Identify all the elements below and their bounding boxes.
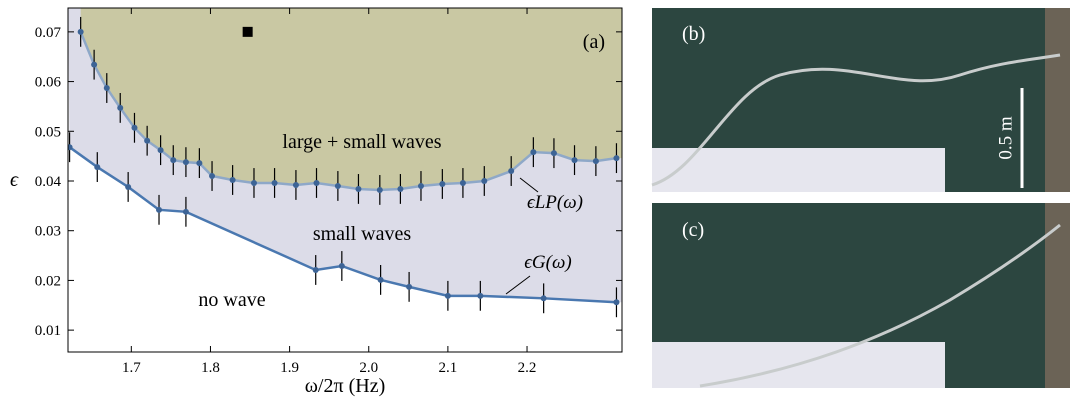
photo-equipment [1045, 203, 1070, 388]
x-tick-label: 1.7 [122, 360, 141, 376]
plot-frame [67, 7, 623, 353]
data-point [376, 186, 383, 193]
panel-label: (c) [682, 219, 704, 241]
annotation-arrow [519, 177, 539, 193]
data-point [439, 180, 446, 187]
data-point [292, 181, 299, 188]
data-point [477, 292, 484, 299]
y-axis-label: ϵ [10, 169, 19, 191]
series-label: ϵLP(ω) [527, 192, 583, 213]
photo-panels: 0.5 m (b) (c) [651, 8, 1070, 388]
chart-panel: 1.7 1.8 1.9 2.0 2.1 2.2 0.01 0.02 0.03 0.04 0.05 0.… [10, 7, 623, 397]
photo-strip [699, 223, 1061, 388]
photo-strip [651, 53, 1061, 187]
panel-label: (a) [583, 31, 605, 53]
data-point [613, 299, 620, 306]
data-point [313, 179, 320, 186]
data-point [209, 173, 216, 180]
data-point [229, 177, 236, 183]
region-label: large + small waves [282, 131, 441, 153]
data-point [571, 157, 578, 164]
y-tick-label: 0.07 [35, 25, 62, 41]
data-point [196, 160, 203, 167]
data-point [397, 185, 404, 192]
data-point [355, 185, 362, 192]
data-point [68, 144, 73, 151]
y-tick-label: 0.04 [35, 174, 62, 190]
data-point [312, 266, 319, 273]
y-tick-label: 0.05 [35, 124, 61, 140]
photo-paper [652, 148, 945, 192]
data-point [182, 208, 189, 215]
data-point [77, 28, 84, 35]
region-label: no wave [198, 289, 265, 311]
data-point [131, 124, 138, 131]
data-point [334, 182, 341, 189]
series-label: ϵG(ω) [524, 252, 571, 273]
data-point [613, 155, 620, 162]
data-point [444, 292, 451, 299]
data-point [156, 206, 163, 213]
data-point [550, 150, 557, 157]
y-tick-label: 0.06 [35, 75, 62, 91]
data-point [508, 168, 515, 175]
scale-label: 0.5 m [995, 116, 1016, 160]
data-point [377, 276, 384, 283]
data-point [540, 295, 547, 302]
data-point [406, 283, 413, 290]
region-fill [80, 8, 622, 190]
data-point [417, 182, 424, 189]
data-point [271, 179, 278, 186]
x-tick-label: 2.2 [518, 360, 537, 376]
data-point [481, 177, 488, 184]
data-point [144, 137, 151, 144]
x-tick-label: 2.0 [359, 360, 378, 376]
series-line [79, 31, 617, 192]
x-tick-label: 1.9 [280, 360, 299, 376]
x-tick-label: 1.8 [201, 360, 220, 376]
photo-equipment [1045, 8, 1070, 192]
data-point [157, 147, 164, 154]
data-point [117, 104, 124, 111]
y-tick-label: 0.01 [35, 323, 61, 339]
data-point [91, 61, 98, 68]
data-point [103, 85, 110, 92]
data-point [592, 158, 599, 165]
x-axis-label: ω/2π (Hz) [305, 375, 385, 397]
marker-point [242, 26, 253, 37]
data-point [530, 149, 537, 156]
data-point [250, 179, 257, 186]
data-point [170, 157, 177, 164]
y-tick-label: 0.03 [35, 224, 61, 240]
x-tick-label: 2.1 [439, 360, 458, 376]
data-point [459, 179, 466, 186]
y-tick-label: 0.02 [35, 273, 61, 289]
plot-area [68, 8, 622, 318]
panel-label: (b) [682, 23, 705, 45]
data-point [94, 164, 101, 171]
data-point [338, 263, 345, 269]
data-point [182, 159, 189, 166]
region-label: small waves [313, 223, 412, 245]
annotation-arrow [505, 275, 531, 295]
data-point [125, 183, 132, 190]
